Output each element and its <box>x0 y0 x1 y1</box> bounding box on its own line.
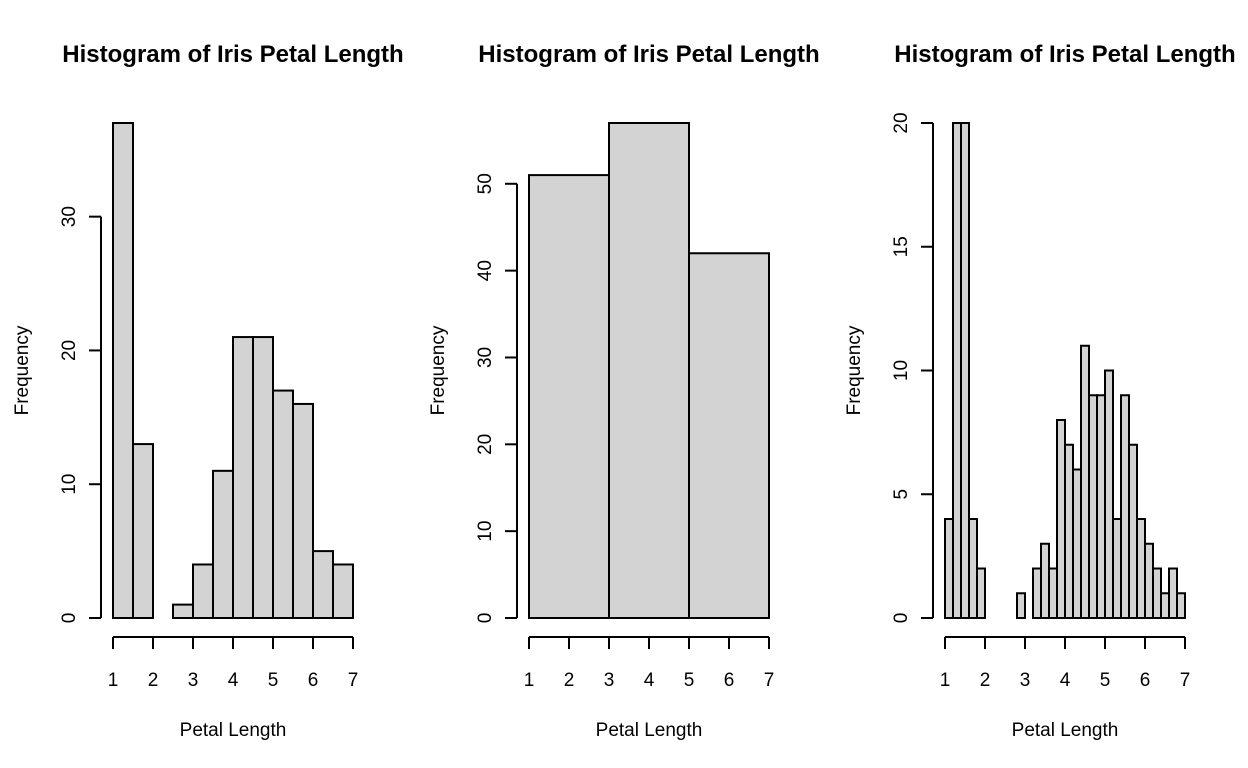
x-axis-label: Petal Length <box>1012 720 1119 741</box>
y-tick-label: 15 <box>891 236 912 257</box>
histogram-bar <box>1072 468 1082 619</box>
histogram-bar <box>1176 592 1186 619</box>
histogram-bar <box>112 122 134 619</box>
histogram-bar <box>608 122 690 619</box>
histogram-bar <box>1104 369 1114 619</box>
histogram-bar <box>1040 542 1050 619</box>
y-axis-label: Frequency <box>428 325 449 415</box>
y-tick-label: 10 <box>475 521 496 542</box>
x-tick-label: 3 <box>604 670 615 691</box>
x-axis-label: Petal Length <box>180 720 287 741</box>
y-tick-label: 0 <box>891 613 912 624</box>
x-tick-label: 1 <box>940 670 951 691</box>
histogram-bar <box>1048 567 1058 619</box>
x-tick-label: 6 <box>724 670 735 691</box>
x-tick-label: 7 <box>1180 670 1191 691</box>
histogram-bar <box>944 518 954 619</box>
x-tick-label: 4 <box>1060 670 1071 691</box>
x-tick-label: 7 <box>764 670 775 691</box>
histogram-bar <box>976 567 986 619</box>
y-tick-label: 10 <box>891 360 912 381</box>
y-tick-label: 20 <box>59 340 80 361</box>
x-tick-label: 2 <box>148 670 159 691</box>
y-axis: 0 10 20 30 40 50 <box>475 173 518 624</box>
histogram-panel-3: Histogram of Iris Petal Length Petal Len… <box>844 41 1236 741</box>
bars <box>944 122 1186 619</box>
y-tick-label: 40 <box>475 260 496 281</box>
histogram-bar <box>1032 567 1042 619</box>
x-axis: 1 2 3 4 5 6 7 <box>108 636 359 691</box>
histogram-bar <box>968 518 978 619</box>
histogram-bar <box>212 469 234 619</box>
histogram-bar <box>1152 567 1162 619</box>
x-tick-label: 2 <box>980 670 991 691</box>
histogram-bar <box>1112 518 1122 619</box>
histogram-bar <box>1096 394 1106 619</box>
histogram-bar <box>960 122 970 619</box>
y-tick-label: 0 <box>475 613 496 624</box>
y-tick-label: 20 <box>891 112 912 133</box>
histogram-bar <box>688 252 770 619</box>
histogram-bar <box>952 122 962 619</box>
histogram-bar <box>1056 419 1066 619</box>
x-tick-label: 5 <box>268 670 279 691</box>
histogram-bar <box>132 443 154 619</box>
histogram-panel-2: Histogram of Iris Petal Length Petal Len… <box>428 41 820 741</box>
histogram-bar <box>1120 394 1130 619</box>
histogram-bar <box>1016 592 1026 619</box>
y-tick-label: 5 <box>891 489 912 500</box>
chart-title: Histogram of Iris Petal Length <box>62 41 403 68</box>
y-tick-label: 10 <box>59 474 80 495</box>
x-tick-label: 1 <box>524 670 535 691</box>
y-axis: 0 10 20 30 <box>59 206 102 624</box>
x-axis: 1 2 3 4 5 6 7 <box>940 636 1191 691</box>
histogram-bar <box>272 389 294 619</box>
y-tick-label: 30 <box>59 206 80 227</box>
histogram-bar <box>1064 443 1074 619</box>
histogram-bar <box>312 550 334 619</box>
x-tick-label: 5 <box>684 670 695 691</box>
x-tick-label: 3 <box>188 670 199 691</box>
histogram-bar <box>1168 567 1178 619</box>
y-tick-label: 50 <box>475 173 496 194</box>
x-axis-label: Petal Length <box>596 720 703 741</box>
histogram-bar <box>252 336 274 619</box>
histogram-bar <box>1080 344 1090 619</box>
x-tick-label: 4 <box>644 670 655 691</box>
histogram-bar <box>1136 518 1146 619</box>
histogram-bar <box>292 402 314 619</box>
y-axis-label: Frequency <box>12 325 33 415</box>
histogram-bar <box>172 603 194 620</box>
histogram-bar <box>232 336 254 619</box>
x-tick-label: 1 <box>108 670 119 691</box>
x-tick-label: 6 <box>308 670 319 691</box>
y-axis: 0 5 10 15 20 <box>891 112 934 624</box>
x-tick-label: 2 <box>564 670 575 691</box>
bars <box>112 122 354 620</box>
histogram-panel-1: Histogram of Iris Petal Length Petal Len… <box>12 41 404 741</box>
x-axis: 1 2 3 4 5 6 7 <box>524 636 775 691</box>
chart-title: Histogram of Iris Petal Length <box>478 41 819 68</box>
bars <box>528 122 770 620</box>
y-tick-label: 30 <box>475 347 496 368</box>
histogram-bar <box>528 174 610 620</box>
chart-title: Histogram of Iris Petal Length <box>894 41 1235 68</box>
y-axis-label: Frequency <box>844 325 865 415</box>
x-tick-label: 4 <box>228 670 239 691</box>
x-tick-label: 3 <box>1020 670 1031 691</box>
x-tick-label: 5 <box>1100 670 1111 691</box>
histogram-bar <box>192 563 214 620</box>
y-tick-label: 20 <box>475 434 496 455</box>
x-tick-label: 6 <box>1140 670 1151 691</box>
histogram-bar <box>1160 592 1170 619</box>
histogram-bar <box>1144 542 1154 619</box>
y-tick-label: 0 <box>59 613 80 624</box>
x-tick-label: 7 <box>348 670 359 691</box>
histogram-bar <box>1088 394 1098 619</box>
histogram-bar <box>332 563 354 620</box>
histogram-bar <box>1128 443 1138 619</box>
